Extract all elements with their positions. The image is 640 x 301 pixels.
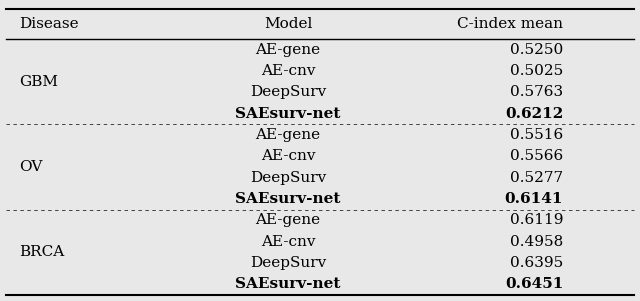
Text: C-index mean: C-index mean bbox=[457, 17, 563, 31]
Text: 0.5516: 0.5516 bbox=[510, 128, 563, 142]
Text: 0.5277: 0.5277 bbox=[510, 171, 563, 185]
Text: Model: Model bbox=[264, 17, 312, 31]
Text: 0.6395: 0.6395 bbox=[510, 256, 563, 270]
Text: 0.5566: 0.5566 bbox=[510, 149, 563, 163]
Text: 0.6451: 0.6451 bbox=[505, 277, 563, 291]
Text: SAEsurv-net: SAEsurv-net bbox=[236, 107, 340, 121]
Text: AE-gene: AE-gene bbox=[255, 43, 321, 57]
Text: Disease: Disease bbox=[19, 17, 79, 31]
Text: 0.5763: 0.5763 bbox=[510, 85, 563, 99]
Text: AE-cnv: AE-cnv bbox=[260, 149, 316, 163]
Text: BRCA: BRCA bbox=[19, 245, 65, 259]
Text: SAEsurv-net: SAEsurv-net bbox=[236, 277, 340, 291]
Text: 0.5250: 0.5250 bbox=[510, 43, 563, 57]
Text: 0.6141: 0.6141 bbox=[505, 192, 563, 206]
Text: DeepSurv: DeepSurv bbox=[250, 171, 326, 185]
Text: 0.5025: 0.5025 bbox=[510, 64, 563, 78]
Text: AE-cnv: AE-cnv bbox=[260, 235, 316, 249]
Text: SAEsurv-net: SAEsurv-net bbox=[236, 192, 340, 206]
Text: OV: OV bbox=[19, 160, 43, 174]
Text: GBM: GBM bbox=[19, 75, 58, 89]
Text: AE-cnv: AE-cnv bbox=[260, 64, 316, 78]
Text: 0.4958: 0.4958 bbox=[510, 235, 563, 249]
Text: DeepSurv: DeepSurv bbox=[250, 256, 326, 270]
Text: AE-gene: AE-gene bbox=[255, 213, 321, 227]
Text: AE-gene: AE-gene bbox=[255, 128, 321, 142]
Text: 0.6212: 0.6212 bbox=[505, 107, 563, 121]
Text: DeepSurv: DeepSurv bbox=[250, 85, 326, 99]
Text: 0.6119: 0.6119 bbox=[509, 213, 563, 227]
